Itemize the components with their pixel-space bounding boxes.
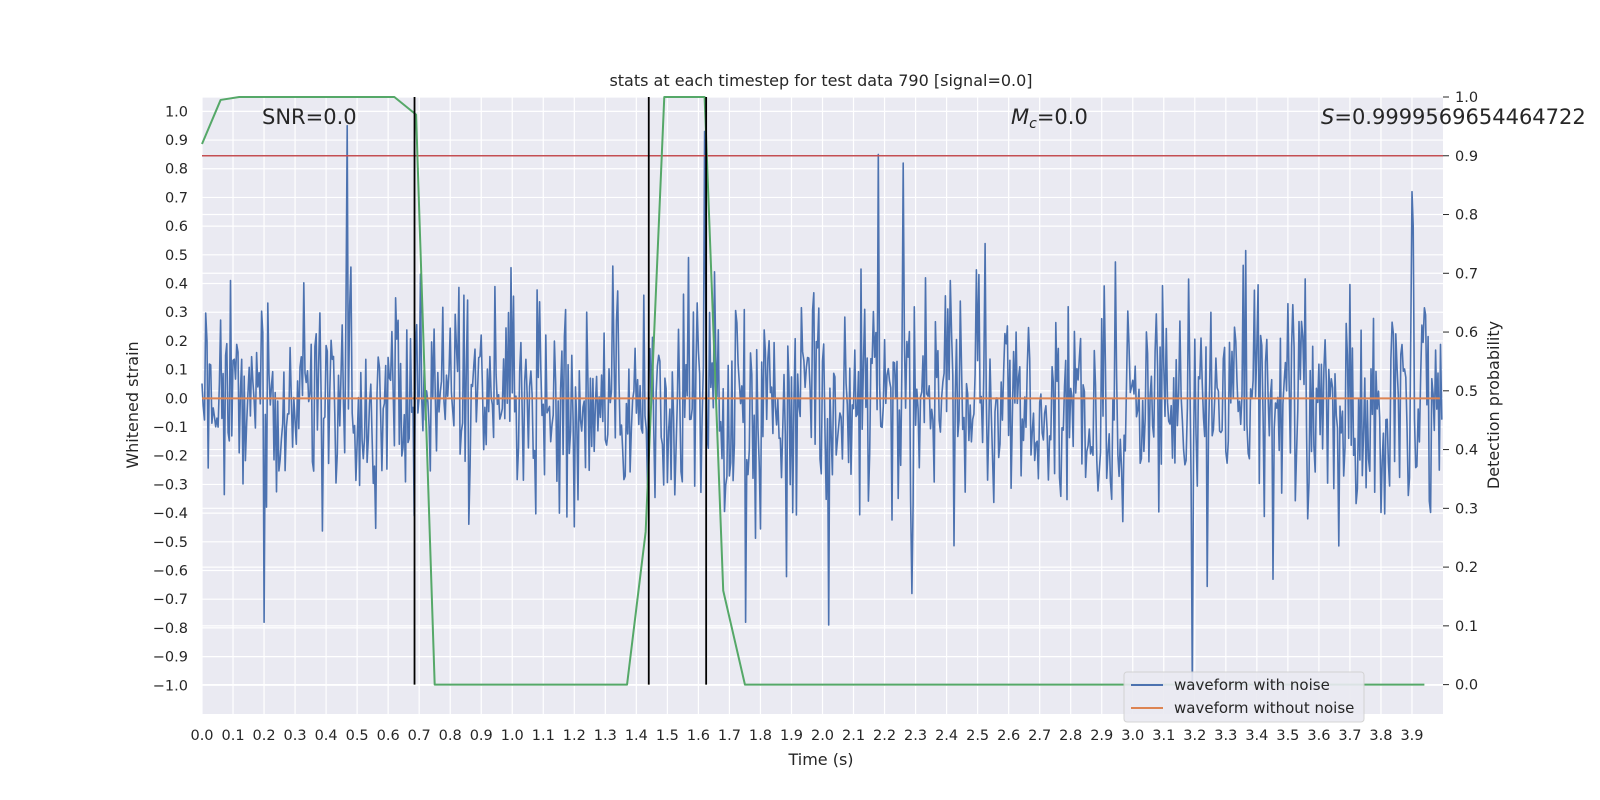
right-y-tick-label: 0.6: [1455, 325, 1478, 341]
x-tick-label: 3.9: [1400, 728, 1423, 744]
x-tick-label: 0.9: [470, 728, 493, 744]
legend-box: [1123, 671, 1365, 723]
score-symbol: S: [1321, 105, 1334, 129]
x-tick-label: 1.7: [718, 728, 741, 744]
left-y-tick-label: −1.0: [153, 678, 188, 694]
right-y-tick-label: 0.4: [1455, 443, 1478, 459]
score-annotation: S=0.9999569654464722: [1321, 105, 1586, 129]
chirp-mass-subscript: c: [1029, 116, 1037, 132]
x-tick-label: 3.5: [1276, 728, 1299, 744]
x-tick-label: 0.2: [253, 728, 276, 744]
left-y-tick-label: −0.8: [153, 621, 188, 637]
left-y-tick-label: −0.7: [153, 592, 188, 608]
x-tick-label: 3.8: [1369, 728, 1392, 744]
x-tick-label: 3.7: [1338, 728, 1361, 744]
x-tick-label: 0.1: [221, 728, 244, 744]
x-tick-label: 2.9: [1090, 728, 1113, 744]
left-y-tick-label: 0.1: [165, 363, 188, 379]
x-tick-label: 1.5: [656, 728, 679, 744]
x-axis-label: Time (s): [787, 750, 853, 769]
x-tick-label: 2.2: [873, 728, 896, 744]
x-tick-label: 3.2: [1183, 728, 1206, 744]
left-y-tick-label: 0.2: [165, 334, 188, 350]
x-tick-label: 2.7: [1028, 728, 1051, 744]
x-tick-label: 3.1: [1152, 728, 1175, 744]
right-y-tick-label: 0.8: [1455, 208, 1478, 224]
x-tick-label: 0.4: [315, 728, 338, 744]
series-detection-probability: [201, 96, 1425, 686]
left-y-tick-label: 0.8: [165, 162, 188, 178]
left-y-tick-label: −0.2: [153, 449, 188, 465]
x-tick-label: 1.8: [749, 728, 772, 744]
right-y-tick-labels: 1.0 0.9 0.8 0.7 0.6 0.5 0.4 0.3 0.2 0.1 0.0: [1443, 90, 1478, 694]
x-tick-labels: 0.0 0.1 0.2 0.3 0.4 0.5 0.6 0.7 0.8 0.9 1.0 1.1 1.2 1…: [190, 728, 1423, 744]
right-y-axis-label: Detection probability: [1484, 321, 1503, 489]
series-waveform-with-noise: [201, 124, 1443, 687]
right-y-tick-label: 1.0: [1455, 90, 1478, 106]
left-y-tick-label: 0.3: [165, 305, 188, 321]
x-tick-label: 2.4: [935, 728, 958, 744]
chirp-mass-annotation: Mc=0.0: [1011, 105, 1088, 132]
x-tick-label: 1.1: [532, 728, 555, 744]
left-y-tick-label: −0.9: [153, 650, 188, 666]
x-tick-label: 3.0: [1121, 728, 1144, 744]
legend: waveform with noise waveform without noi…: [1123, 671, 1365, 723]
left-y-tick-label: 0.0: [165, 391, 188, 407]
series-layer: [201, 96, 1443, 687]
x-tick-label: 0.8: [439, 728, 462, 744]
left-y-tick-label: 0.5: [165, 248, 188, 264]
x-tick-label: 2.5: [966, 728, 989, 744]
left-y-tick-label: 0.7: [165, 190, 188, 206]
x-tick-label: 0.5: [346, 728, 369, 744]
x-tick-label: 1.0: [501, 728, 524, 744]
right-y-tick-label: 0.9: [1455, 149, 1478, 165]
right-y-tick-label: 0.3: [1455, 501, 1478, 517]
x-tick-label: 1.6: [687, 728, 710, 744]
x-tick-label: 1.4: [625, 728, 648, 744]
legend-label-noise: waveform with noise: [1174, 676, 1330, 694]
plot-area: [201, 96, 1443, 714]
right-y-tick-label: 0.0: [1455, 678, 1478, 694]
left-y-tick-label: 0.9: [165, 133, 188, 149]
left-y-tick-label: −0.6: [153, 564, 188, 580]
left-y-tick-label: −0.3: [153, 477, 188, 493]
right-y-tick-label: 0.5: [1455, 384, 1478, 400]
x-tick-label: 2.1: [842, 728, 865, 744]
left-y-axis-label: Whitened strain: [123, 341, 142, 468]
x-tick-label: 3.4: [1245, 728, 1268, 744]
x-tick-label: 1.2: [563, 728, 586, 744]
right-y-tick-label: 0.1: [1455, 619, 1478, 635]
x-tick-label: 0.0: [190, 728, 213, 744]
grid-horizontal: [202, 110, 1443, 686]
right-y-tick-label: 0.7: [1455, 266, 1478, 282]
x-tick-label: 0.3: [284, 728, 307, 744]
score-value: =0.9999569654464722: [1334, 105, 1585, 129]
chirp-mass-symbol: M: [1011, 105, 1029, 129]
x-tick-label: 2.8: [1059, 728, 1082, 744]
x-tick-label: 0.6: [377, 728, 400, 744]
x-tick-label: 1.3: [594, 728, 617, 744]
chart-title: stats at each timestep for test data 790…: [609, 71, 1032, 90]
left-y-tick-labels: 1.0 0.9 0.8 0.7 0.6 0.5 0.4 0.3 0.2 0.1 0.0 −0.1 −0.…: [153, 104, 188, 694]
left-y-tick-label: 0.6: [165, 219, 188, 235]
x-tick-label: 0.7: [408, 728, 431, 744]
left-y-tick-label: −0.1: [153, 420, 188, 436]
left-y-tick-label: 0.4: [165, 277, 188, 293]
left-y-tick-label: 1.0: [165, 104, 188, 120]
x-tick-label: 3.3: [1214, 728, 1237, 744]
legend-label-clean: waveform without noise: [1174, 699, 1354, 717]
x-tick-label: 2.0: [811, 728, 834, 744]
x-tick-label: 3.6: [1307, 728, 1330, 744]
left-y-tick-label: −0.5: [153, 535, 188, 551]
left-y-tick-label: −0.4: [153, 506, 188, 522]
x-tick-label: 2.6: [997, 728, 1020, 744]
right-y-tick-label: 0.2: [1455, 560, 1478, 576]
annotations: SNR=0.0 Mc=0.0 S=0.9999569654464722: [262, 105, 1586, 132]
chirp-mass-value: =0.0: [1037, 105, 1088, 129]
x-tick-label: 1.9: [780, 728, 803, 744]
x-tick-label: 2.3: [904, 728, 927, 744]
snr-annotation: SNR=0.0: [262, 105, 357, 129]
